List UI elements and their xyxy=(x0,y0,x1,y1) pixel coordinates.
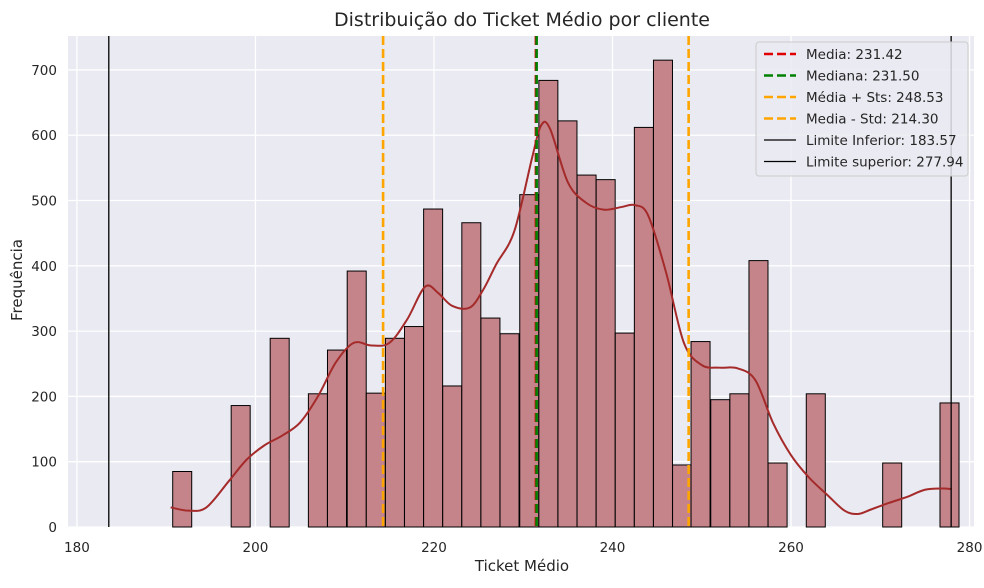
legend-label: Media - Std: 214.30 xyxy=(806,112,939,128)
histogram-bar xyxy=(748,260,769,528)
x-tick-label: 180 xyxy=(64,540,90,556)
x-axis-label: Ticket Médio xyxy=(474,557,569,575)
histogram-bar xyxy=(461,222,482,528)
y-tick-label: 300 xyxy=(31,324,57,340)
legend-label: Mediana: 231.50 xyxy=(806,69,919,85)
histogram-bar xyxy=(480,317,501,528)
histogram-bar xyxy=(307,393,328,528)
y-tick-label: 700 xyxy=(31,63,57,79)
histogram-bar xyxy=(404,326,425,528)
legend-label: Média + Sts: 248.53 xyxy=(806,90,943,106)
legend-label: Media: 231.42 xyxy=(806,47,903,63)
histogram-bar xyxy=(595,179,616,528)
histogram-bar xyxy=(346,270,367,528)
histogram-bar xyxy=(633,126,654,528)
x-tick-label: 280 xyxy=(957,540,983,556)
x-axis-ticks: 180 200 220 240 260 280 xyxy=(64,540,982,556)
histogram-bar xyxy=(614,332,635,528)
chart-title: Distribuição do Ticket Médio por cliente xyxy=(334,9,710,31)
y-tick-label: 500 xyxy=(31,194,57,210)
y-tick-label: 200 xyxy=(31,389,57,405)
x-tick-label: 200 xyxy=(243,540,269,556)
x-tick-label: 220 xyxy=(421,540,447,556)
histogram-bar xyxy=(690,341,711,528)
x-tick-label: 260 xyxy=(778,540,804,556)
y-tick-label: 0 xyxy=(48,520,57,536)
kde-line xyxy=(170,120,952,515)
histogram-bar xyxy=(939,402,960,528)
histogram-bar xyxy=(423,208,444,528)
histogram-bar xyxy=(652,59,673,528)
x-tick-label: 240 xyxy=(600,540,626,556)
histogram-bar xyxy=(576,174,597,528)
legend: Media: 231.42 Mediana: 231.50 Média + Sts:… xyxy=(755,41,969,177)
histogram-bar xyxy=(710,399,731,528)
y-tick-label: 100 xyxy=(31,455,57,471)
histogram-bar xyxy=(767,462,788,528)
histogram-bar xyxy=(326,349,347,528)
histogram-bar xyxy=(172,471,193,528)
histogram-bar xyxy=(269,337,290,528)
legend-label: Limite superior: 277.94 xyxy=(806,155,963,171)
histogram-bar xyxy=(882,462,903,528)
y-axis-ticks: 0 100 200 300 400 500 600 700 xyxy=(31,63,57,536)
histogram-bar xyxy=(499,333,520,528)
y-tick-label: 400 xyxy=(31,259,57,275)
histogram-bar xyxy=(538,79,559,528)
reference-lines xyxy=(108,36,952,527)
legend-box xyxy=(755,41,969,177)
histogram-bar xyxy=(729,393,750,528)
histogram-bar xyxy=(384,337,405,528)
histogram-bars xyxy=(172,59,960,528)
histogram-bar xyxy=(805,393,826,528)
y-axis-label: Frequência xyxy=(8,239,26,321)
histogram-bar xyxy=(442,385,463,528)
y-tick-label: 600 xyxy=(31,128,57,144)
legend-label: Limite Inferior: 183.57 xyxy=(806,133,957,149)
